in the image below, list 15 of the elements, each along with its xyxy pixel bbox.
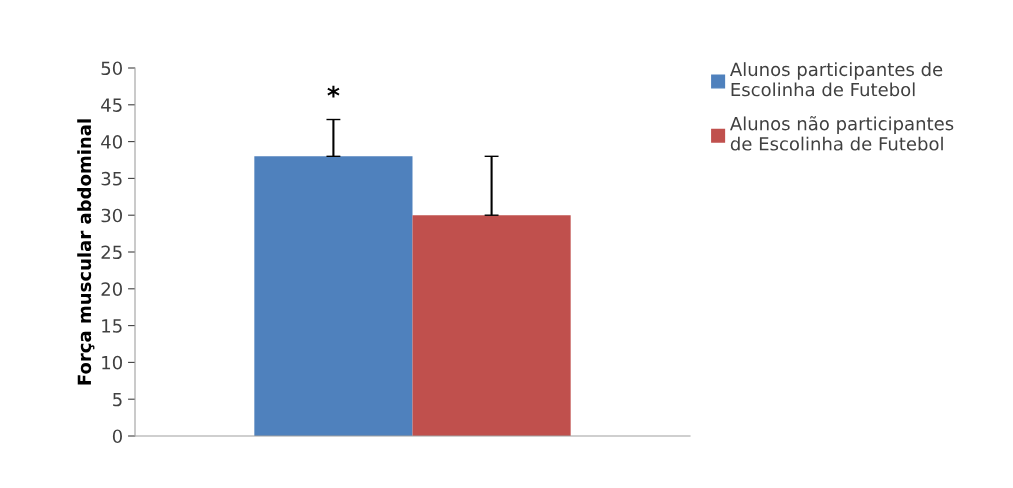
y-tick-label: 35: [101, 171, 122, 186]
annotation: *: [327, 85, 340, 98]
y-tick-label: 10: [102, 355, 122, 370]
legend-label: Alunos não participantes de Escolinha de Futebol: [730, 116, 954, 151]
y-tick-label: 25: [101, 245, 122, 260]
y-tick-label: 40: [101, 135, 122, 149]
y-tick-label: 5: [113, 392, 122, 407]
y-tick-label: 50: [101, 61, 122, 76]
y-tick-label: 15: [102, 319, 122, 333]
y-tick-label: 0: [112, 429, 122, 444]
y-tick-label: 20: [101, 282, 122, 296]
y-axis-title: Força muscular abdominal: [77, 119, 95, 385]
legend-label: Alunos participantes de Escolinha de Futebol: [730, 62, 943, 97]
y-tick-label: 30: [101, 208, 122, 223]
y-tick-label: 45: [101, 98, 122, 112]
